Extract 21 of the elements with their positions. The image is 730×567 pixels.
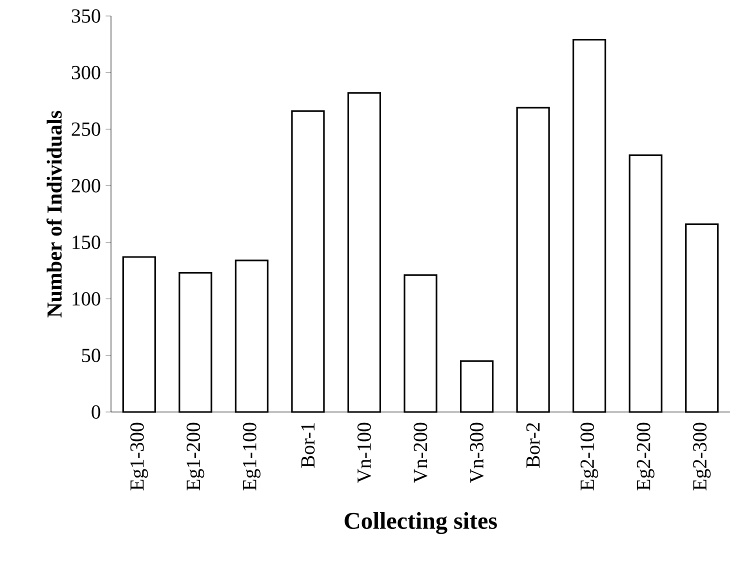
x-tick-label: Bor-1 (301, 423, 315, 468)
x-axis-title: Collecting sites (344, 512, 497, 534)
y-tick-label: 100 (72, 292, 100, 306)
x-tick-label: Vn-300 (470, 422, 484, 483)
x-tick-label: Eg1-200 (186, 422, 204, 490)
y-tick-label: 50 (82, 348, 100, 362)
y-tick-label: 300 (72, 66, 100, 80)
x-tick-label: Eg2-100 (580, 422, 598, 490)
y-tick-label: 350 (72, 9, 100, 23)
x-tick-label: Vn-100 (357, 422, 372, 483)
y-tick-label: 250 (72, 122, 100, 136)
y-tick-label: 200 (72, 178, 100, 192)
x-tick-label: Eg1-100 (242, 422, 260, 490)
x-tick-label: Eg2-200 (636, 422, 654, 490)
x-tick-label: Eg1-300 (130, 422, 148, 490)
y-tick-label: 0 (92, 405, 100, 419)
x-tick-label: Bor-2 (526, 423, 540, 468)
x-tick-label: Eg2-300 (693, 422, 711, 490)
y-tick-label: 150 (72, 236, 100, 250)
x-tick-label: Vn-200 (414, 422, 428, 483)
y-axis-title: Number of Individuals (46, 110, 62, 318)
